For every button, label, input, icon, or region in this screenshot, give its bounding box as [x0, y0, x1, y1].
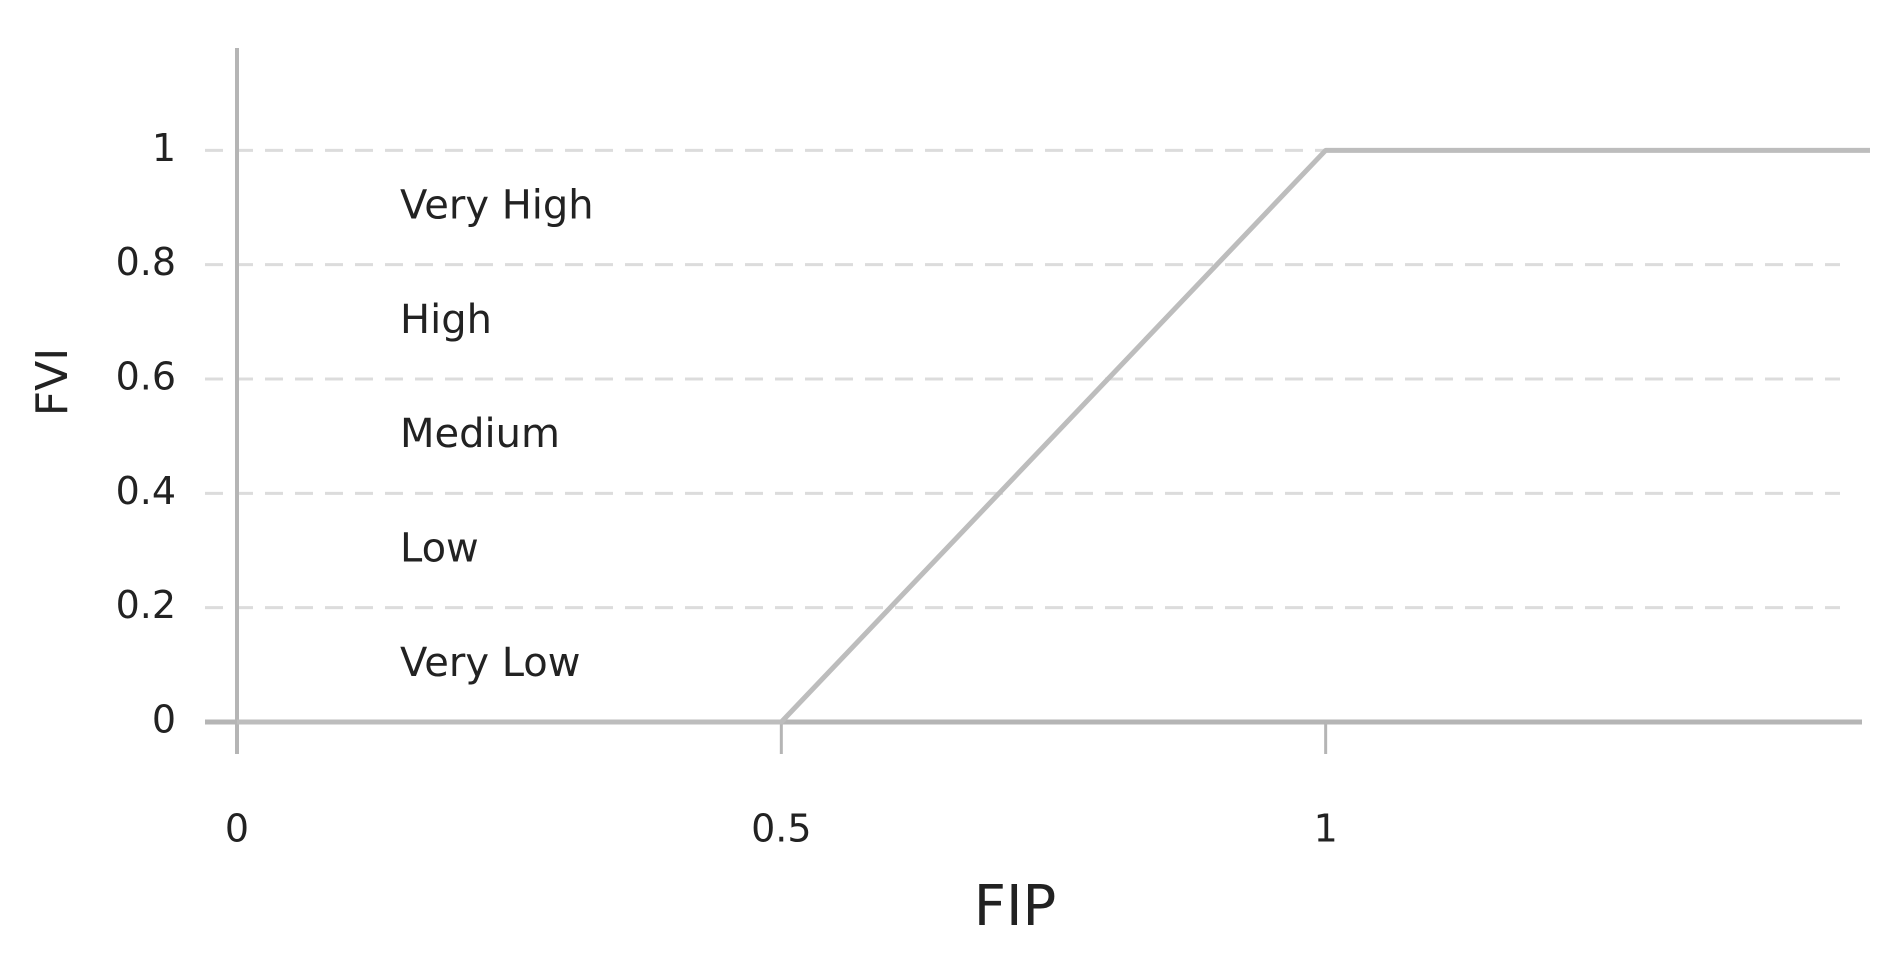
- region-label: Very Low: [400, 640, 580, 686]
- y-tick-label: 0.6: [116, 355, 176, 399]
- region-label: High: [400, 297, 492, 343]
- y-tick-label: 0.2: [116, 583, 176, 627]
- y-axis-label: FVI: [27, 348, 78, 416]
- region-label: Low: [400, 526, 479, 572]
- x-axis-label: FIP: [974, 874, 1057, 939]
- region-label: Medium: [400, 411, 560, 457]
- y-tick-label: 0.8: [116, 240, 176, 284]
- x-tick-label: 1: [1314, 807, 1338, 851]
- y-tick-label: 0.4: [116, 469, 176, 513]
- x-tick-label: 0: [225, 807, 249, 851]
- region-label: Very High: [400, 183, 594, 229]
- x-tick-label: 0.5: [751, 807, 811, 851]
- y-tick-label: 1: [152, 126, 176, 170]
- line: [237, 147, 1870, 725]
- y-tick-label: 0: [152, 698, 176, 742]
